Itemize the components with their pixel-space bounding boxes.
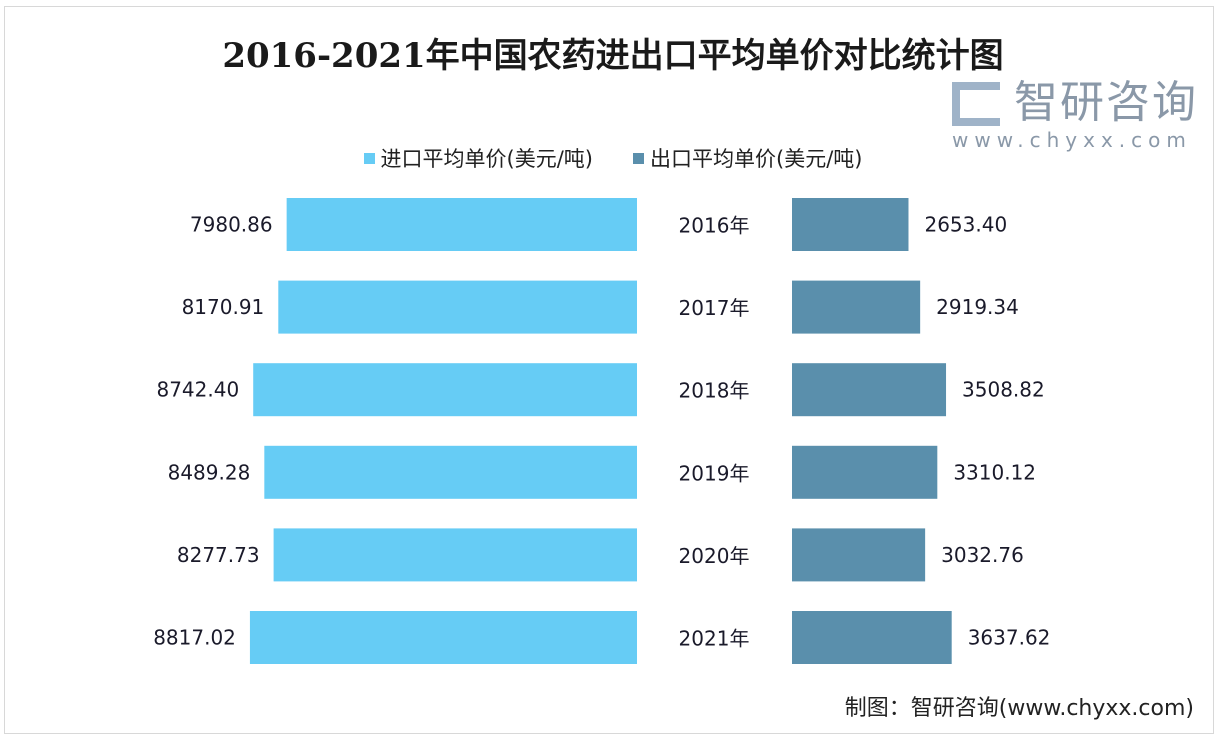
watermark-name: 智研咨询 <box>1014 77 1198 128</box>
watermark-logo-icon <box>952 82 1000 126</box>
export-bar <box>792 611 952 664</box>
source-footer: 制图：智研咨询(www.chyxx.com) <box>844 696 1194 721</box>
legend: 进口平均单价(美元/吨) 出口平均单价(美元/吨) <box>0 143 1226 173</box>
export-bar <box>792 528 926 582</box>
legend-swatch-import <box>363 152 375 164</box>
import-bar <box>273 528 637 582</box>
export-bar <box>792 198 909 251</box>
export-data-label: 3637.62 <box>968 626 1051 650</box>
import-data-label: 8489.28 <box>168 460 251 484</box>
import-data-label: 8277.73 <box>177 543 260 567</box>
category-label: 2020年 <box>679 544 750 568</box>
chart-title: 2016-2021年中国农药进出口平均单价对比统计图 <box>222 36 1004 76</box>
category-label: 2019年 <box>679 461 750 485</box>
import-bar <box>278 280 637 334</box>
import-bar <box>264 445 637 499</box>
import-data-label: 7980.86 <box>190 213 273 237</box>
import-data-label: 8170.91 <box>182 295 265 319</box>
legend-label-import: 进口平均单价(美元/吨) <box>380 147 593 171</box>
export-bar <box>792 280 921 334</box>
export-data-label: 3310.12 <box>953 460 1036 484</box>
import-data-label: 8742.40 <box>156 378 239 402</box>
watermark: 智研咨询 www.chyxx.com <box>952 78 1212 152</box>
import-bar <box>286 198 637 251</box>
export-data-label: 3032.76 <box>941 543 1024 567</box>
category-label: 2017年 <box>679 296 750 320</box>
watermark-url: www.chyxx.com <box>952 128 1192 152</box>
import-bar <box>249 611 638 664</box>
legend-item-import: 进口平均单价(美元/吨) <box>363 143 593 173</box>
import-data-label: 8817.02 <box>153 626 236 650</box>
legend-swatch-export <box>633 152 644 164</box>
export-bar <box>792 445 938 499</box>
export-data-label: 2653.40 <box>924 213 1007 237</box>
category-label: 2021年 <box>679 627 750 651</box>
export-data-label: 3508.82 <box>962 378 1045 402</box>
category-label: 2018年 <box>679 379 750 403</box>
legend-label-export: 出口平均单价(美元/吨) <box>650 147 863 171</box>
category-label: 2016年 <box>679 214 750 238</box>
import-bar <box>253 363 638 417</box>
export-bar <box>792 363 947 417</box>
chart-frame <box>4 6 1214 734</box>
legend-item-export: 出口平均单价(美元/吨) <box>633 143 862 173</box>
export-data-label: 2919.34 <box>936 295 1019 319</box>
